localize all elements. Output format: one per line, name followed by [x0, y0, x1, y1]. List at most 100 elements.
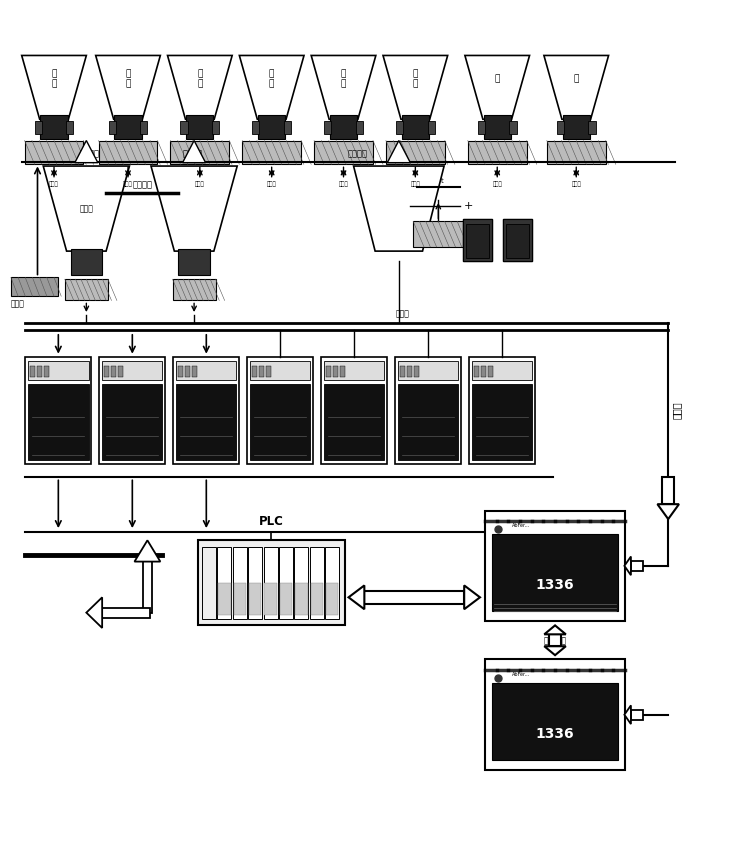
Bar: [485, 660, 625, 770]
Bar: [557, 121, 564, 134]
Polygon shape: [312, 56, 376, 119]
Bar: [413, 221, 463, 247]
Text: 1336: 1336: [536, 578, 575, 593]
Polygon shape: [658, 504, 679, 519]
Bar: [503, 219, 531, 261]
Bar: [250, 361, 311, 380]
Bar: [589, 121, 596, 134]
Bar: [407, 366, 412, 378]
Bar: [427, 121, 435, 134]
Bar: [314, 141, 373, 164]
Polygon shape: [96, 56, 161, 119]
Bar: [395, 358, 461, 464]
Bar: [185, 366, 190, 378]
Bar: [399, 366, 405, 378]
Bar: [234, 583, 246, 615]
Bar: [266, 366, 271, 378]
Polygon shape: [22, 56, 86, 119]
Bar: [186, 115, 213, 139]
Text: 料
仓: 料 仓: [125, 69, 130, 89]
Text: 气动阀: 气动阀: [11, 299, 25, 309]
Text: 校验平台: 校验平台: [133, 180, 152, 189]
Bar: [111, 366, 116, 378]
Bar: [398, 361, 458, 380]
Bar: [176, 361, 237, 380]
Bar: [488, 366, 493, 378]
Text: 变频调速器: 变频调速器: [543, 636, 567, 646]
Bar: [321, 358, 387, 464]
Bar: [25, 141, 84, 164]
Bar: [99, 608, 150, 618]
Bar: [252, 121, 259, 134]
Bar: [259, 366, 264, 378]
Bar: [202, 547, 216, 619]
Text: 振动器: 振动器: [123, 181, 133, 187]
Bar: [173, 358, 240, 464]
Text: 料
仓: 料 仓: [51, 69, 56, 89]
Bar: [99, 358, 166, 464]
Polygon shape: [383, 56, 448, 119]
Text: 振动器: 振动器: [195, 181, 205, 187]
Bar: [310, 547, 324, 619]
Bar: [386, 141, 445, 164]
Polygon shape: [240, 56, 304, 119]
Bar: [468, 141, 527, 164]
Polygon shape: [348, 585, 364, 609]
Bar: [29, 366, 34, 378]
Bar: [102, 361, 163, 380]
Polygon shape: [151, 166, 237, 251]
Bar: [466, 224, 490, 258]
Bar: [506, 224, 528, 258]
Polygon shape: [183, 141, 205, 162]
Bar: [28, 384, 89, 460]
Text: AbFer...: AbFer...: [512, 672, 531, 677]
Bar: [248, 547, 262, 619]
Text: 变频器: 变频器: [671, 402, 682, 419]
Text: 称重斗: 称重斗: [79, 204, 93, 213]
Bar: [492, 535, 618, 611]
Bar: [66, 121, 73, 134]
Bar: [284, 121, 291, 134]
Bar: [103, 366, 108, 378]
Bar: [218, 547, 232, 619]
Bar: [118, 366, 123, 378]
Bar: [324, 384, 384, 460]
Text: 气动阀: 气动阀: [395, 309, 409, 318]
Bar: [170, 141, 229, 164]
Text: 1336: 1336: [536, 727, 575, 741]
Bar: [242, 141, 301, 164]
Text: 料
仓: 料 仓: [197, 69, 202, 89]
Bar: [180, 121, 188, 134]
Bar: [333, 366, 338, 378]
Text: 振动器: 振动器: [339, 181, 348, 187]
Bar: [212, 121, 219, 134]
Bar: [178, 249, 210, 275]
Text: 仓: 仓: [573, 75, 579, 83]
Bar: [177, 366, 183, 378]
Bar: [247, 358, 313, 464]
Bar: [631, 709, 643, 720]
Bar: [398, 384, 458, 460]
Bar: [330, 115, 357, 139]
Polygon shape: [625, 706, 631, 724]
Text: 料
仓: 料 仓: [413, 69, 418, 89]
Bar: [324, 121, 331, 134]
Bar: [549, 635, 561, 647]
Bar: [65, 279, 108, 300]
Bar: [140, 121, 147, 134]
Bar: [503, 219, 531, 261]
Bar: [98, 141, 158, 164]
Polygon shape: [464, 585, 480, 609]
Text: 振动器: 振动器: [49, 181, 59, 187]
Polygon shape: [43, 166, 130, 251]
Bar: [114, 115, 141, 139]
Bar: [631, 561, 643, 571]
Bar: [340, 366, 345, 378]
Bar: [37, 366, 42, 378]
Bar: [492, 683, 618, 760]
Polygon shape: [545, 625, 566, 635]
Text: 仓: 仓: [495, 75, 500, 83]
Text: 称重模块: 称重模块: [80, 149, 100, 158]
Bar: [414, 366, 419, 378]
Bar: [364, 591, 464, 604]
